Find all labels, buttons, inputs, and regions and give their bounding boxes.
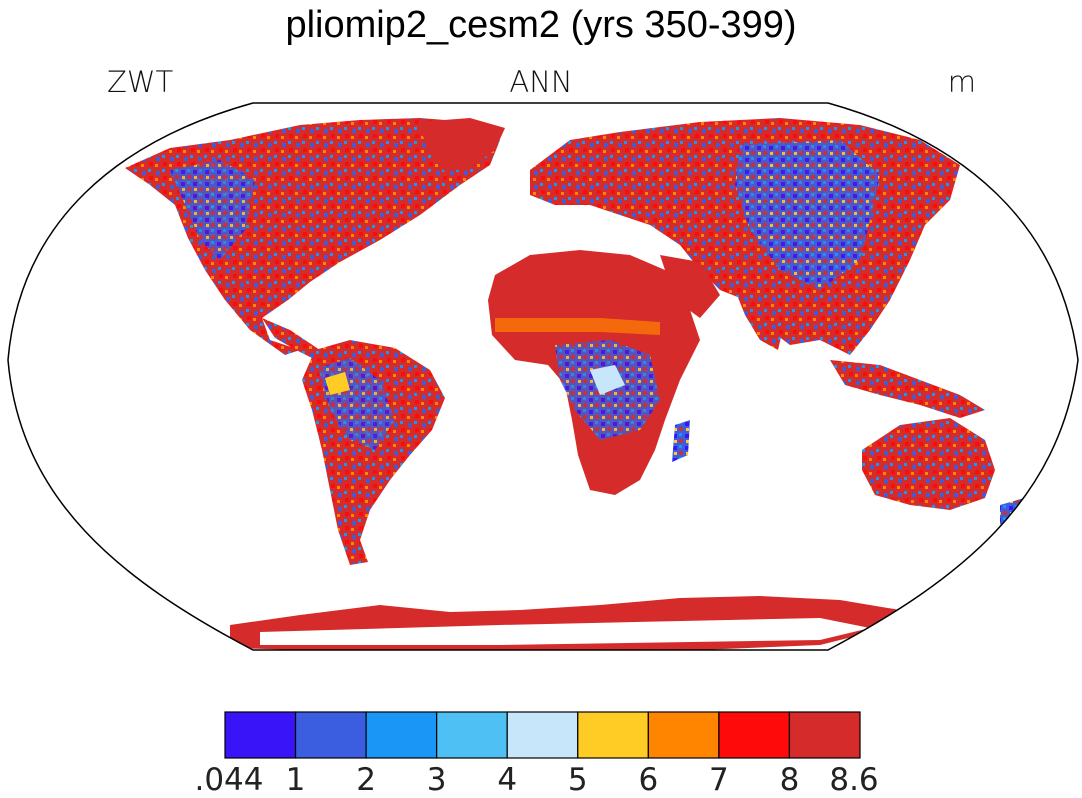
australia-landmass xyxy=(862,418,995,510)
greenland-landmass xyxy=(418,118,505,172)
colorbar-tick-label: 4 xyxy=(497,762,518,798)
colorbar-tick-label: .044 xyxy=(194,762,264,798)
colorbar-segment xyxy=(788,711,861,759)
north-america-blue-region xyxy=(170,160,255,260)
season-label: ANN xyxy=(509,65,573,99)
asia-blue-region xyxy=(735,140,880,290)
colorbar-tick-label: 3 xyxy=(426,762,447,798)
arabia-landmass xyxy=(660,255,720,318)
map-title: pliomip2_cesm2 (yrs 350-399) xyxy=(285,4,797,46)
colorbar-segment xyxy=(436,711,508,759)
antarctica-interior xyxy=(260,618,870,645)
colorbar-tick-label: 6 xyxy=(638,762,659,798)
variable-label: ZWT xyxy=(107,65,174,99)
africa-light-patch xyxy=(590,365,625,395)
madagascar-landmass xyxy=(672,420,690,462)
indonesia-landmass xyxy=(830,360,985,418)
colorbar-segment xyxy=(294,711,367,759)
colorbar-segment xyxy=(365,711,438,759)
colorbar-tick-label: 8 xyxy=(779,762,800,798)
globe-outline xyxy=(7,102,1079,651)
colorbar-tick-label: 8.6 xyxy=(829,762,879,798)
africa-sahel-band xyxy=(495,318,660,335)
colorbar-tick-label: 5 xyxy=(567,762,588,798)
colorbar-tick-label: 1 xyxy=(285,762,306,798)
colorbar-segment xyxy=(647,711,720,759)
colorbar-tick-label: 2 xyxy=(356,762,376,798)
colorbar-segment xyxy=(506,711,579,759)
colorbar-segment xyxy=(224,711,297,759)
colorbar xyxy=(224,711,861,759)
colorbar-segment xyxy=(577,711,649,759)
colorbar-segment xyxy=(718,711,791,759)
colorbar-tick-label: 7 xyxy=(709,762,729,798)
south-america-yellow-patch xyxy=(325,372,350,395)
india-landmass xyxy=(735,290,785,350)
world-map xyxy=(7,102,1079,651)
units-label: m xyxy=(947,65,976,99)
